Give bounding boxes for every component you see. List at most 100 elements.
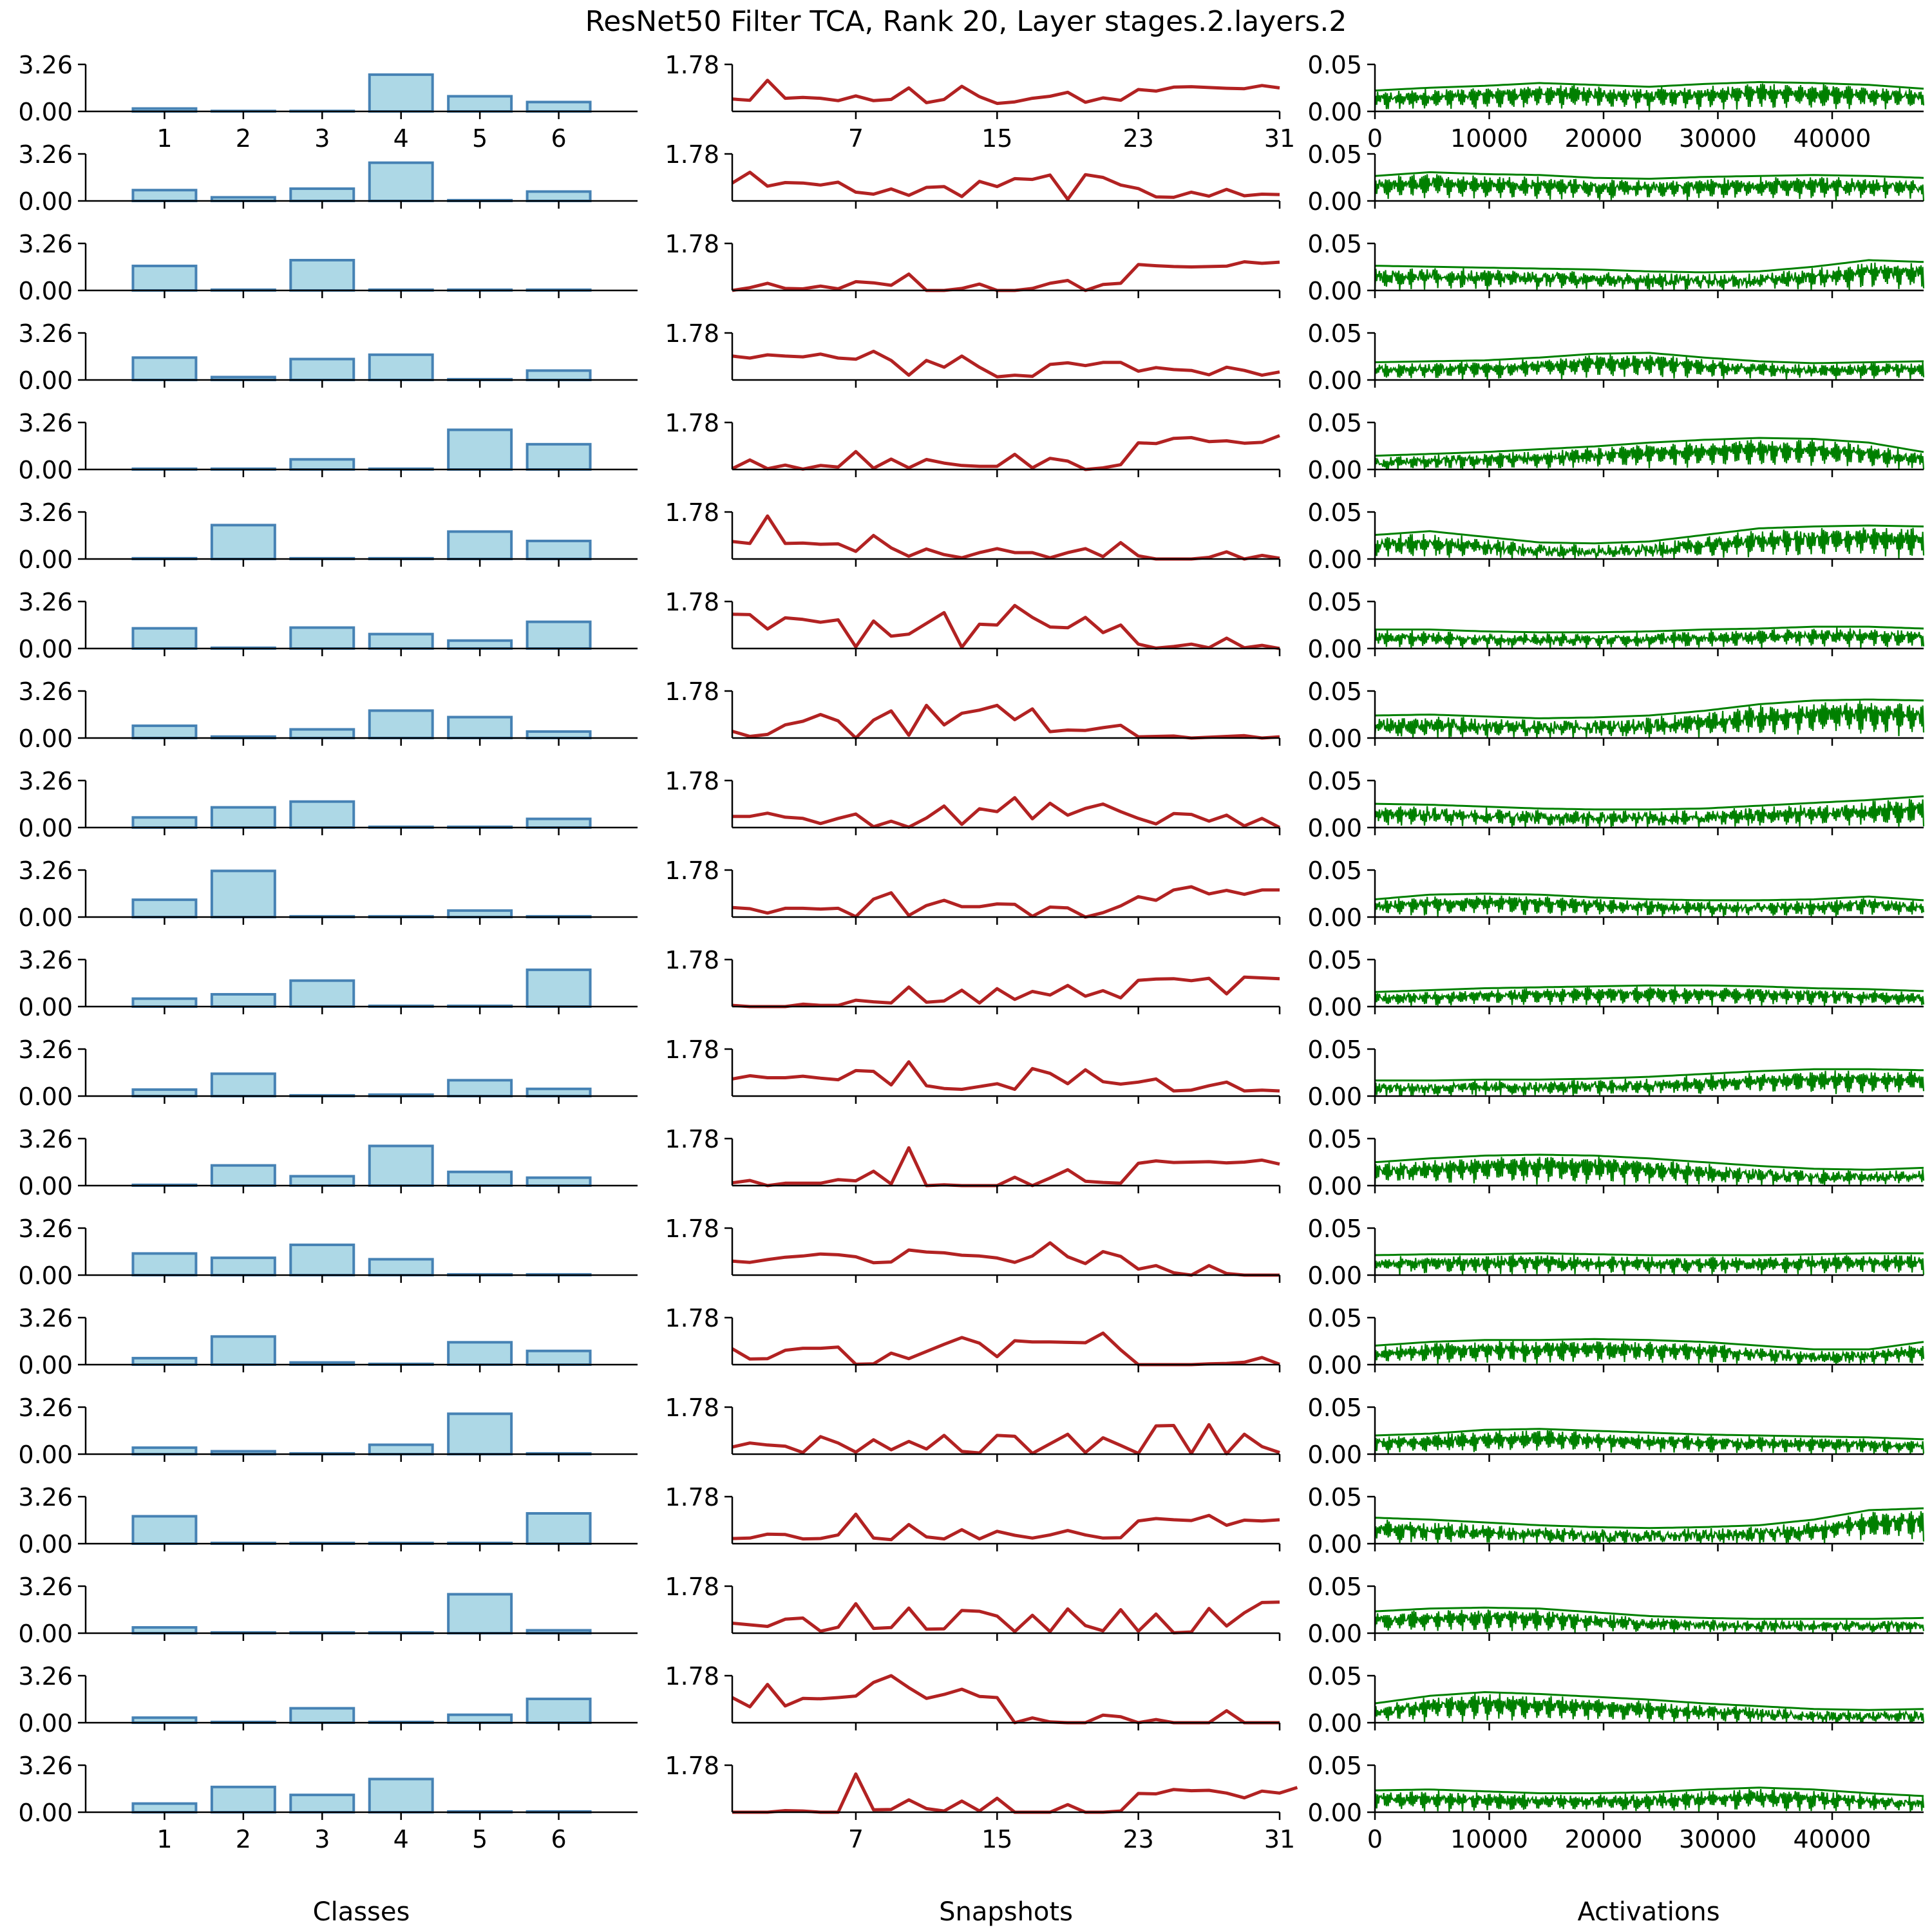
snapshot-line <box>732 603 1280 650</box>
y-tick-label: 1.78 <box>665 1483 719 1511</box>
activation-envelope <box>1374 893 1924 902</box>
x-tick-label: 5 <box>472 1825 488 1853</box>
class-bar <box>210 524 276 561</box>
class-bar <box>289 1243 355 1277</box>
class-bar <box>131 189 198 203</box>
class-bar <box>526 1511 592 1545</box>
snapshot-line <box>732 1772 1298 1814</box>
y-tick-label: 1.78 <box>665 677 719 706</box>
activation-envelope <box>1375 625 1924 634</box>
y-tick-label: 1.78 <box>665 588 719 616</box>
class-bar <box>526 540 592 561</box>
y-tick-label: 0.05 <box>1307 319 1362 348</box>
activation-envelope <box>1374 1606 1924 1620</box>
y-tick-label: 3.26 <box>18 1752 73 1780</box>
snapshot-line <box>732 885 1280 919</box>
figure-title: ResNet50 Filter TCA, Rank 20, Layer stag… <box>585 5 1347 38</box>
activation-envelope <box>1374 437 1924 457</box>
x-tick-label: 1 <box>156 1825 172 1853</box>
y-tick-label: 0.05 <box>1307 857 1362 885</box>
class-bar <box>526 1176 592 1188</box>
y-tick-label: 0.00 <box>18 1083 73 1111</box>
class-bar <box>131 816 198 829</box>
activations-panel: 0.05 0.00 <box>1307 319 1925 395</box>
activation-envelope <box>1374 259 1924 274</box>
snapshot-line <box>731 1674 1280 1725</box>
y-tick-label: 0.00 <box>1307 1709 1362 1738</box>
class-bar <box>526 442 592 471</box>
class-bar <box>368 161 434 203</box>
classes-panel: 3.26 0.00 <box>18 1125 638 1200</box>
classes-panel: 3.26 0.00 <box>18 1036 638 1111</box>
y-tick-label: 3.26 <box>18 946 73 974</box>
y-tick-label: 0.00 <box>18 1262 73 1290</box>
activation-envelope <box>1374 1153 1924 1171</box>
class-bar <box>131 627 198 650</box>
snapshot-line <box>732 1060 1280 1093</box>
class-bar <box>131 1446 198 1456</box>
activations-panel: 0.05 0.00 <box>1307 1483 1925 1558</box>
snapshot-line <box>732 1241 1280 1277</box>
snapshot-line <box>731 434 1280 471</box>
y-tick-label: 1.78 <box>665 140 719 169</box>
x-tick-label: 30000 <box>1679 124 1757 153</box>
y-tick-label: 0.00 <box>18 1172 73 1200</box>
x-tick-label: 3 <box>314 1825 330 1853</box>
y-tick-label: 0.00 <box>1307 366 1362 395</box>
activation-envelope <box>1374 1428 1924 1441</box>
y-tick-label: 0.00 <box>18 187 73 216</box>
activations-panel: 0.05 0.000 10000 20000 30000 40000 <box>1307 51 1925 153</box>
classes-panel: 3.26 0.00 <box>18 1394 638 1469</box>
y-tick-label: 0.00 <box>1307 1351 1362 1379</box>
class-bar <box>289 187 355 202</box>
activation-trace <box>1374 527 1925 560</box>
class-bar <box>526 1087 592 1098</box>
snapshot-line <box>732 514 1280 561</box>
class-bar <box>210 1164 276 1187</box>
activations-panel: 0.05 0.00 <box>1307 1125 1925 1200</box>
x-tick-label: 40000 <box>1794 1825 1871 1853</box>
class-bar <box>131 264 198 292</box>
class-bar <box>131 997 198 1009</box>
snapshots-panel: 1.78 <box>665 857 1281 925</box>
y-tick-label: 0.00 <box>18 724 73 753</box>
y-tick-label: 0.05 <box>1307 1752 1362 1780</box>
snapshots-panel: 1.78 <box>665 1036 1281 1104</box>
y-tick-label: 0.00 <box>1307 904 1362 932</box>
classes-panel: 3.26 0.00 <box>18 677 638 753</box>
activation-trace <box>1374 1430 1925 1455</box>
y-tick-label: 0.00 <box>18 904 73 932</box>
y-tick-label: 0.00 <box>18 1441 73 1469</box>
y-tick-label: 1.78 <box>665 1662 719 1690</box>
activation-envelope <box>1374 171 1924 180</box>
y-tick-label: 0.05 <box>1307 1483 1362 1511</box>
classes-panel: 3.26 0.00 <box>18 140 638 216</box>
y-tick-label: 0.05 <box>1307 946 1362 974</box>
x-tick-label: 20000 <box>1565 124 1643 153</box>
class-bar <box>447 1593 513 1634</box>
activation-envelope <box>1374 698 1924 719</box>
class-bar <box>289 1794 355 1814</box>
y-tick-label: 3.26 <box>18 588 73 616</box>
class-bar <box>526 817 592 829</box>
y-tick-label: 3.26 <box>18 230 73 258</box>
class-bar <box>289 357 355 382</box>
activation-envelope <box>1375 1068 1924 1082</box>
y-tick-label: 3.26 <box>18 1215 73 1243</box>
activations-panel: 0.05 0.00 <box>1307 767 1925 842</box>
class-bar <box>368 1777 434 1814</box>
snapshots-panel: 1.78 <box>665 1215 1281 1283</box>
activation-envelope <box>1374 1507 1924 1530</box>
y-tick-label: 0.05 <box>1307 230 1362 258</box>
snapshot-line <box>732 79 1280 106</box>
y-tick-label: 0.00 <box>1307 814 1362 842</box>
activations-panel: 0.05 0.00 <box>1307 498 1925 574</box>
classes-panel: 3.26 0.00 <box>18 1573 638 1648</box>
activations-panel: 0.05 0.00 <box>1307 140 1925 216</box>
x-tick-label: 23 <box>1122 1825 1153 1853</box>
y-tick-label: 0.00 <box>1307 1799 1362 1827</box>
y-tick-label: 0.05 <box>1307 1573 1362 1601</box>
class-bar <box>131 724 198 740</box>
class-bar <box>368 1258 434 1276</box>
snapshots-panel: 1.78 <box>665 1483 1281 1551</box>
